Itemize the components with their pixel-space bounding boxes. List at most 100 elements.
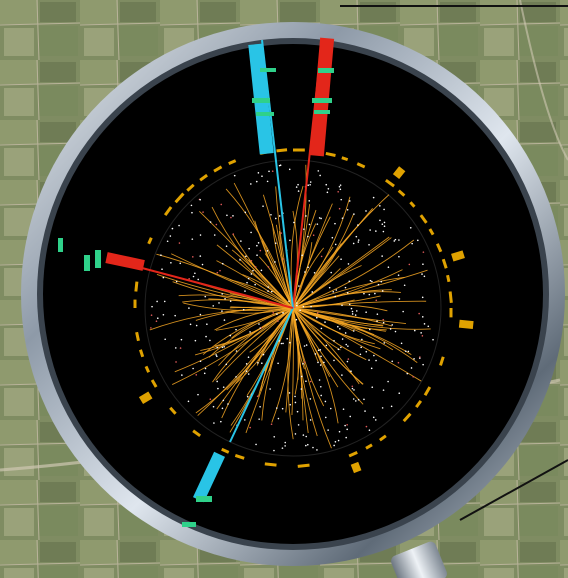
hit [341,304,343,307]
hit [274,242,277,245]
hit [294,306,296,309]
hit [334,441,337,443]
hit [245,255,247,258]
hit [318,379,321,381]
track [170,253,294,309]
hit [235,350,238,352]
hit [421,273,423,275]
track [218,307,294,366]
hit [272,312,275,314]
muon-bar-red [309,37,335,157]
hit [175,280,178,283]
calorimeter-segment [402,412,412,423]
hit [297,190,300,192]
calorimeter-segment [384,178,395,188]
muon-chamber-hit [260,68,276,72]
hit [387,380,389,383]
hit [338,430,341,433]
hit [331,236,334,239]
muon-chamber-hit [256,112,274,116]
calorimeter-segment [448,291,453,303]
track [292,268,341,309]
hit [294,401,297,404]
hit [273,435,276,438]
hit [195,374,198,376]
hit [344,286,347,289]
hit [221,262,224,265]
hit [284,441,287,444]
hit [298,285,300,287]
calorimeter-segment [378,434,387,442]
hit-points [150,164,434,452]
hit [273,449,275,452]
hit [254,266,257,268]
hit [191,256,194,258]
hit [316,449,318,451]
hit [314,353,317,355]
hit [300,375,303,378]
hit [245,370,248,373]
hit [332,291,335,293]
calorimeter-segment [264,462,277,467]
hit [317,170,320,172]
hit [357,241,360,243]
hit [181,374,183,376]
hit [340,346,342,349]
hit [361,338,363,341]
hit [245,363,248,365]
calorimeter-segment [409,201,416,208]
hit [305,215,307,217]
hit [269,388,271,390]
hit [250,231,252,234]
hit [150,327,152,329]
hit [307,184,310,187]
hit [223,319,226,321]
muon-chamber-hit [196,496,212,502]
hit [352,398,355,400]
calorimeter-segment [144,365,151,373]
hit [302,305,305,308]
hit [318,217,321,219]
hit [257,362,259,364]
hit [427,325,430,328]
hit [232,215,234,217]
hit [277,320,279,322]
hit [398,392,401,395]
hit [374,292,376,295]
hit [225,363,228,366]
hit [197,393,199,396]
hit [203,372,206,375]
track [156,253,294,309]
hit [355,235,358,238]
hit [417,239,419,242]
hit [363,398,365,401]
hit [171,227,174,230]
hit [375,299,378,302]
hit [255,443,257,446]
hit [382,318,385,321]
hit [156,317,159,320]
hit [178,242,181,244]
hit [275,407,278,409]
hit [288,300,290,302]
hit [217,387,219,390]
hit [317,361,319,364]
hit [266,250,269,252]
tracker-boundary [144,159,442,457]
hit [398,298,401,300]
hit [194,339,197,342]
hit [320,255,323,258]
hit [297,424,300,426]
hit [259,405,261,408]
track [292,208,373,309]
hit [422,263,424,266]
track [216,307,294,410]
hit [320,355,322,358]
hit [316,312,319,314]
hit [348,200,351,202]
hit [350,307,353,310]
calorimeter-segment [439,356,445,366]
calorimeter-block [350,461,362,474]
hit [350,370,352,373]
track [292,307,364,385]
